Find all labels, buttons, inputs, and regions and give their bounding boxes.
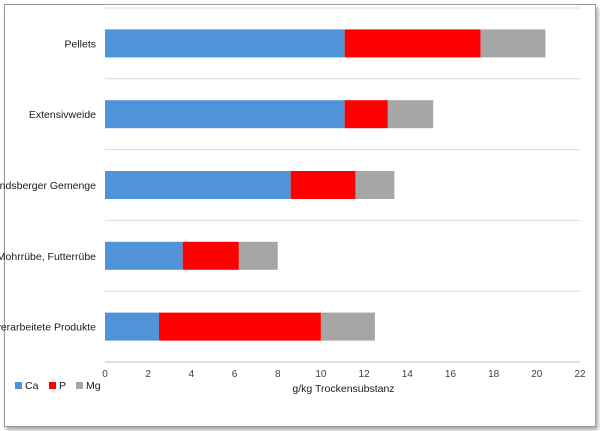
bar-segment-p — [182, 241, 239, 270]
bar-segment-ca — [105, 312, 159, 341]
legend-label: Ca — [25, 380, 39, 392]
category-label: Landsberger Gemenge — [0, 180, 96, 192]
legend-swatch-mg — [76, 382, 83, 389]
x-tick-label: 2 — [145, 369, 151, 380]
x-tick-label: 14 — [402, 369, 414, 380]
legend-label: Mg — [86, 380, 101, 392]
bar-segment-p — [344, 29, 481, 58]
bar-segment-ca — [105, 100, 345, 129]
x-tick-label: 12 — [359, 369, 371, 380]
bar-segment-mg — [238, 241, 278, 270]
bar-segment-p — [344, 100, 388, 129]
category-label: Pellets — [64, 38, 96, 50]
x-tick-label: 22 — [574, 369, 586, 380]
legend-swatch-ca — [15, 382, 22, 389]
x-tick-label: 0 — [102, 369, 108, 380]
bar-segment-mg — [355, 171, 395, 199]
legend-label: P — [59, 380, 66, 392]
x-tick-label: 16 — [445, 369, 457, 380]
x-tick-labels: 0 2 4 6 8 10 12 14 16 18 20 22 — [102, 369, 586, 380]
bar-segment-ca — [105, 171, 291, 199]
chart-frame — [4, 4, 596, 427]
x-tick-label: 10 — [315, 369, 327, 380]
bar-group — [105, 29, 546, 341]
x-tick-label: 20 — [531, 369, 543, 380]
category-labels: Pellets Extensivweide Landsberger Gemenge M… — [0, 38, 96, 333]
x-tick-label: 18 — [488, 369, 500, 380]
x-tick-label: 4 — [189, 369, 195, 380]
x-tick-label: 8 — [275, 369, 281, 380]
bar-segment-mg — [387, 100, 434, 129]
bar-segment-p — [158, 312, 321, 341]
category-label: verarbeitete Produkte — [0, 322, 96, 334]
bar-segment-mg — [480, 29, 546, 58]
category-label: Mohrrübe, Futterrübe — [0, 251, 96, 263]
bar-segment-mg — [320, 312, 375, 341]
category-label: Extensivweide — [29, 109, 96, 121]
bar-segment-ca — [105, 241, 183, 270]
legend: Ca P Mg — [15, 380, 101, 392]
bar-segment-p — [290, 171, 356, 199]
bar-segment-ca — [105, 29, 345, 58]
legend-swatch-p — [49, 382, 56, 389]
x-axis-title: g/kg Trockensubstanz — [292, 383, 394, 395]
x-tick-label: 6 — [232, 369, 238, 380]
